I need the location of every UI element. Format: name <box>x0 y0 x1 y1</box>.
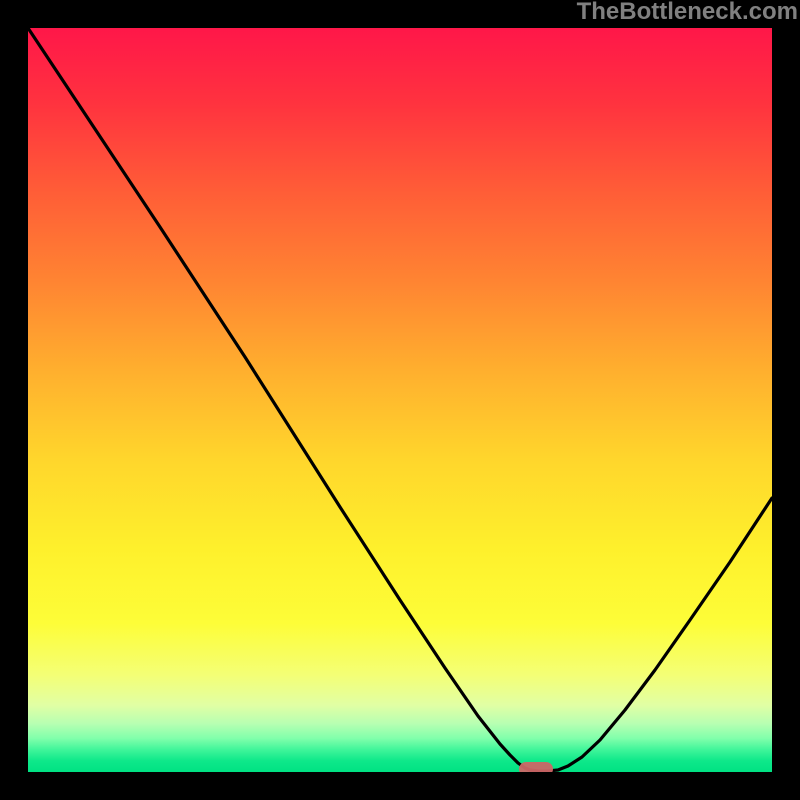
chart-canvas: TheBottleneck.com <box>0 0 800 800</box>
gradient-background <box>28 28 772 772</box>
plot-area <box>28 28 772 772</box>
watermark-text: TheBottleneck.com <box>577 0 798 26</box>
